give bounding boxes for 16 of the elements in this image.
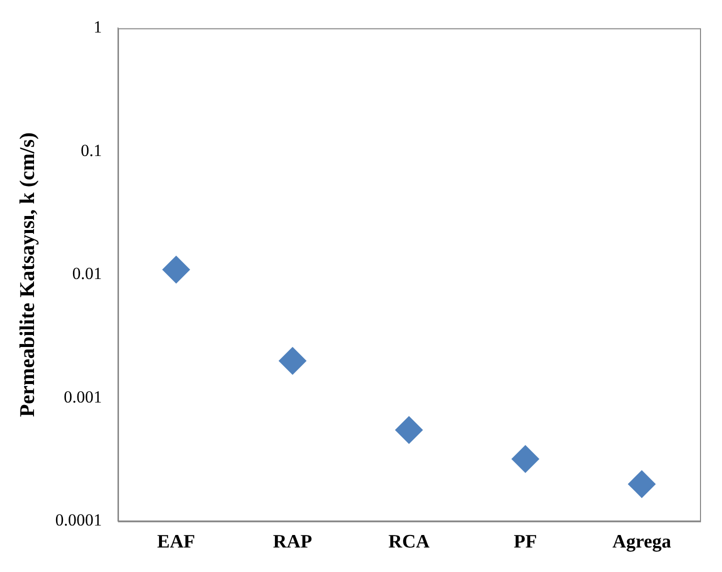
point (511, 444, 540, 473)
y-tick-label: 1 (93, 18, 102, 37)
point (628, 470, 656, 498)
point (394, 416, 423, 444)
y-tick-label: 0.001 (64, 387, 102, 406)
y-tick-label: 0.0001 (55, 510, 102, 530)
y-tick-label: 0.1 (80, 140, 102, 160)
x-tick-label: RCA (388, 532, 430, 553)
y-tick-label: 0.01 (72, 264, 102, 284)
x-tick-label: RAP (273, 532, 312, 553)
point (278, 346, 307, 375)
x-tick-label: PF (514, 532, 537, 553)
y-axis-title: Permeabilite Katsayısı, k (cm/s) (15, 132, 40, 418)
point (162, 256, 190, 284)
x-tick-label: EAF (157, 532, 196, 553)
x-tick-label: Agrega (612, 532, 672, 553)
